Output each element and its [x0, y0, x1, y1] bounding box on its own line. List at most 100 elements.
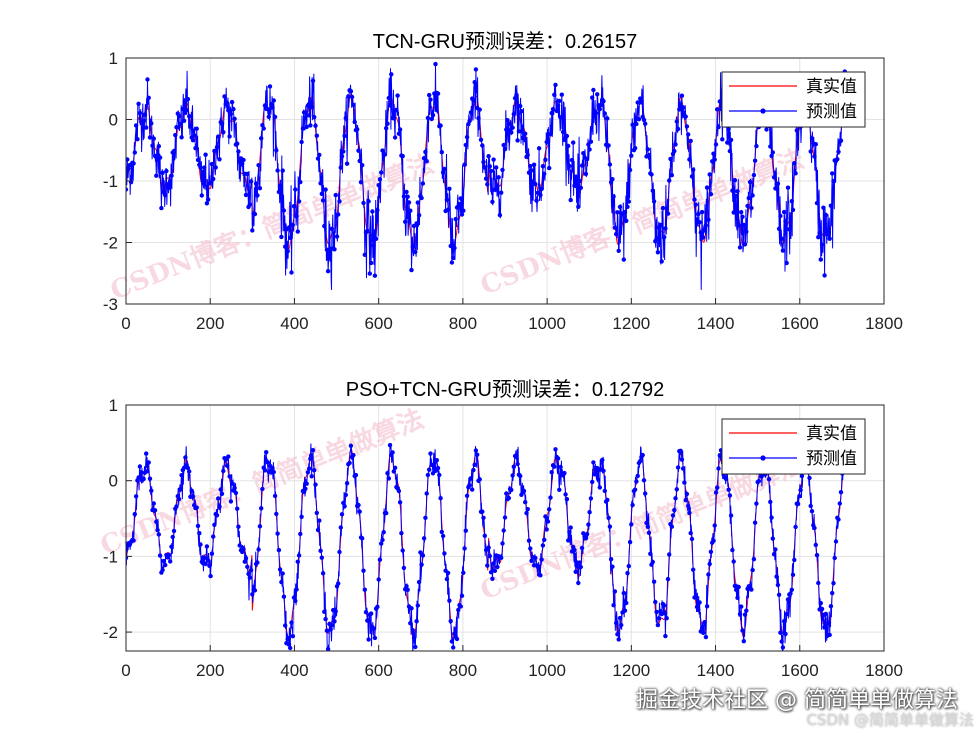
point-pred	[554, 108, 559, 114]
point-pred	[164, 168, 169, 174]
point-pred	[539, 186, 544, 192]
point-pred	[611, 603, 616, 608]
point-pred	[250, 592, 255, 597]
point-pred	[195, 523, 201, 529]
tick-label-x: 1800	[865, 314, 903, 333]
legend-box-bottom	[721, 418, 866, 475]
point-pred	[542, 537, 547, 542]
point-pred	[770, 150, 775, 155]
point-pred	[228, 499, 234, 504]
point-pred	[504, 127, 509, 132]
point-pred	[771, 552, 777, 557]
point-pred	[559, 92, 564, 97]
point-pred	[728, 137, 734, 143]
point-pred	[823, 611, 829, 617]
point-pred	[304, 481, 309, 486]
point-pred	[224, 463, 230, 468]
point-pred	[691, 167, 696, 172]
point-pred	[309, 105, 314, 110]
point-pred	[270, 466, 275, 471]
point-pred	[730, 188, 735, 193]
point-pred	[699, 626, 705, 631]
point-pred	[656, 616, 662, 621]
point-pred	[352, 119, 357, 125]
point-pred	[226, 108, 231, 113]
point-pred	[226, 454, 231, 459]
point-pred	[783, 219, 788, 224]
point-pred	[259, 136, 264, 141]
point-pred	[461, 208, 466, 213]
point-pred	[515, 461, 520, 467]
point-pred	[552, 464, 557, 469]
point-pred	[683, 497, 688, 503]
chart-bottom: CSDN博客：简简单单做算法 CSDN博客：简简单单做算法 0 200 400 600…	[96, 378, 903, 680]
point-pred	[789, 199, 794, 204]
point-pred	[706, 217, 711, 222]
point-pred	[547, 507, 552, 512]
point-pred	[601, 99, 606, 104]
point-pred	[475, 452, 480, 457]
point-pred	[261, 126, 266, 131]
point-pred	[155, 527, 160, 533]
point-pred	[566, 143, 571, 149]
point-pred	[181, 118, 187, 124]
point-pred	[357, 509, 362, 514]
point-pred	[424, 159, 429, 164]
point-pred	[692, 197, 697, 202]
point-pred	[440, 533, 446, 539]
series-bottom	[126, 442, 849, 651]
point-pred	[169, 544, 174, 549]
ticks-top: 0 200 400 600 800 1000 1200 1400 1600 1800 1 0 -1 -2 -…	[103, 49, 903, 333]
tick-label-y: -2	[103, 623, 118, 642]
point-pred	[447, 598, 452, 603]
point-pred	[473, 67, 479, 72]
point-pred	[486, 154, 491, 159]
point-pred	[742, 612, 748, 617]
point-pred	[576, 204, 581, 209]
point-pred	[640, 452, 645, 458]
point-pred	[131, 538, 136, 543]
point-pred	[645, 147, 650, 152]
point-pred	[336, 581, 341, 586]
point-pred	[606, 143, 611, 148]
point-pred	[255, 560, 260, 565]
point-pred	[141, 476, 146, 482]
point-pred	[295, 559, 300, 564]
point-pred	[448, 243, 453, 249]
point-pred	[439, 529, 444, 535]
point-pred	[549, 470, 554, 475]
point-pred	[194, 505, 199, 510]
point-pred	[492, 568, 498, 573]
point-pred	[731, 559, 736, 564]
point-pred	[699, 209, 705, 215]
point-pred	[713, 490, 719, 495]
point-pred	[370, 209, 375, 214]
point-pred	[529, 558, 534, 563]
point-pred	[838, 138, 844, 143]
point-pred	[610, 564, 615, 569]
tick-label-x: 200	[196, 314, 224, 333]
point-pred	[160, 567, 165, 573]
point-pred	[593, 110, 599, 116]
point-pred	[694, 217, 700, 222]
tick-label-x: 1000	[528, 661, 566, 680]
point-pred	[780, 645, 786, 650]
point-pred	[197, 531, 202, 536]
point-pred	[684, 124, 690, 129]
point-pred	[553, 82, 558, 88]
point-pred	[624, 218, 629, 223]
point-pred	[214, 144, 220, 150]
tick-label-y: -3	[103, 295, 118, 314]
tick-label-x: 1600	[781, 314, 819, 333]
point-pred	[243, 192, 249, 198]
point-pred	[715, 485, 720, 490]
point-pred	[617, 615, 623, 621]
point-pred	[396, 131, 402, 136]
point-pred	[732, 583, 738, 589]
point-pred	[192, 133, 197, 138]
point-pred	[360, 163, 365, 168]
point-pred	[483, 176, 489, 181]
point-pred	[324, 628, 330, 633]
point-pred	[198, 165, 203, 170]
point-pred	[408, 208, 413, 213]
